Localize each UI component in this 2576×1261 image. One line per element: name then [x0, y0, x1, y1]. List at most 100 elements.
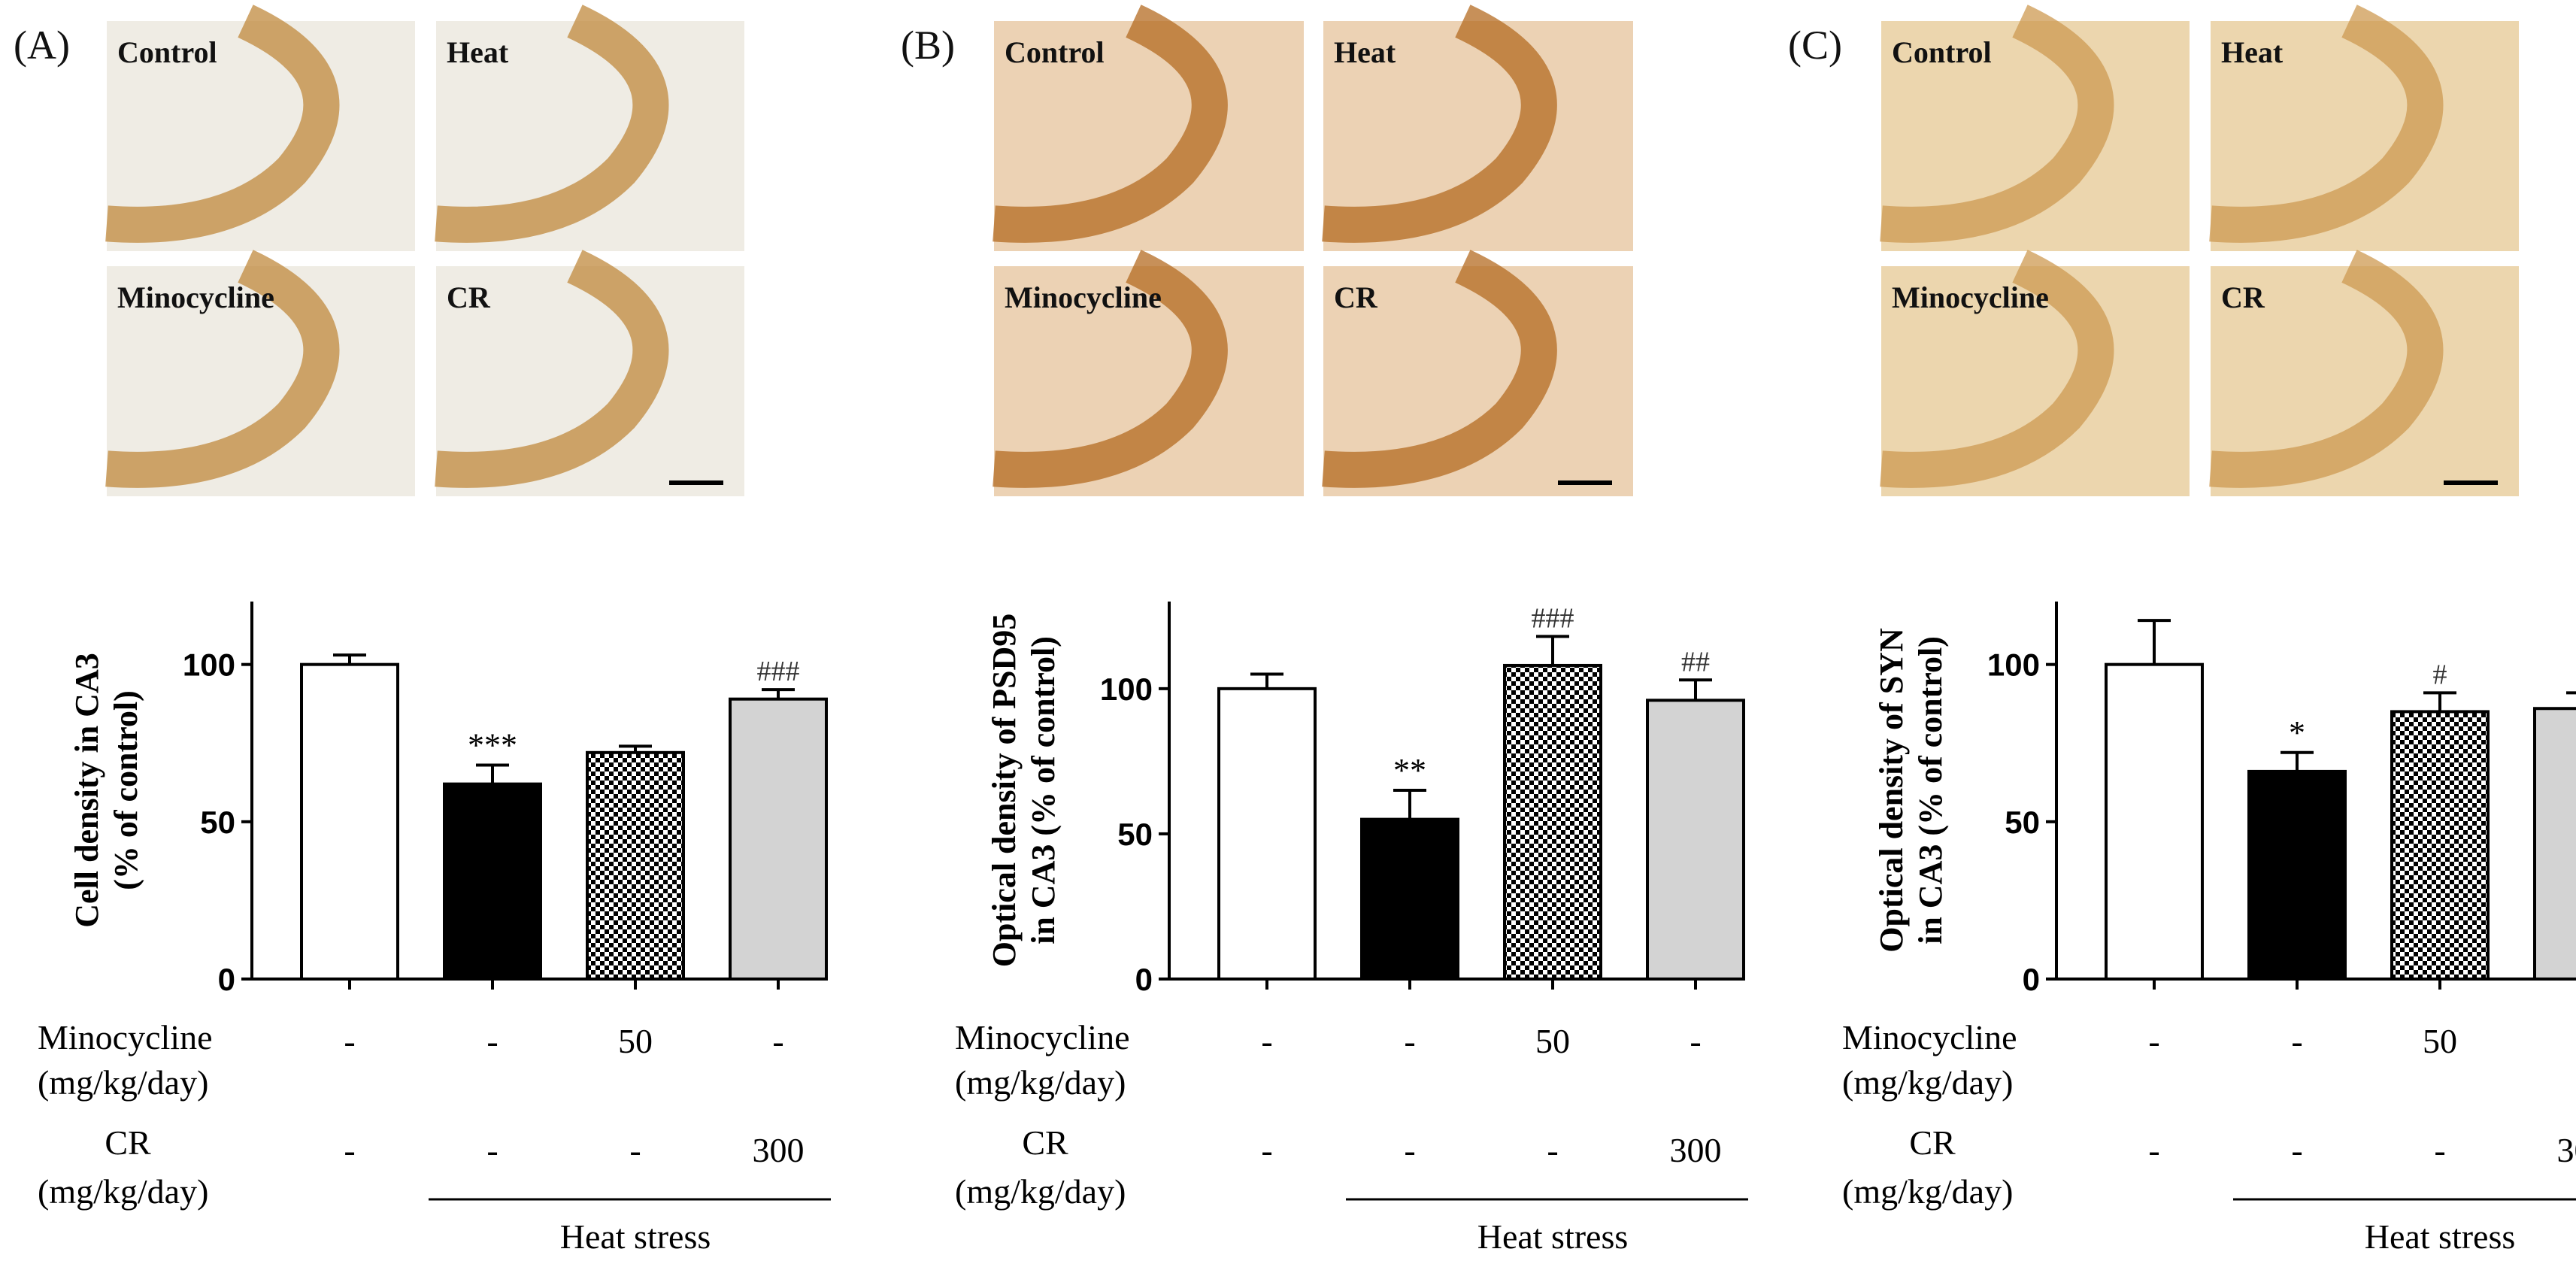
cr-unit: (mg/kg/day) — [38, 1172, 208, 1211]
minocycline-unit: (mg/kg/day) — [1842, 1063, 2013, 1102]
minocycline-value: - — [2291, 1022, 2302, 1060]
minocycline-label: Minocycline — [38, 1018, 213, 1056]
minocycline-value: - — [486, 1022, 498, 1060]
cr-label: CR — [1909, 1123, 1956, 1162]
cr-value: 300 — [753, 1131, 805, 1169]
stained-cell-layer — [993, 5, 1228, 243]
micrograph-label: Minocycline — [117, 280, 274, 314]
micrograph-control: Control — [105, 5, 415, 251]
y-axis-label-line: Cell density in CA3 — [68, 653, 105, 927]
cr-label: CR — [105, 1123, 151, 1162]
cr-value: - — [486, 1131, 498, 1169]
y-tick-label: 0 — [218, 962, 235, 997]
y-axis-label: Cell density in CA3 (% of control) — [68, 653, 144, 927]
significance-label: * — [2289, 714, 2305, 751]
y-tick-label: 50 — [2005, 805, 2040, 840]
minocycline-value: - — [772, 1022, 783, 1060]
y-tick-label: 100 — [1100, 671, 1153, 707]
stained-cell-layer — [435, 5, 669, 243]
minocycline-value: 50 — [618, 1022, 653, 1060]
stained-cell-layer — [1880, 5, 2114, 243]
micrograph-minocycline: Minocycline — [1880, 250, 2190, 496]
y-tick-label: 0 — [1135, 962, 1153, 997]
stained-cell-layer — [2209, 250, 2444, 488]
significance-label: ### — [1532, 602, 1574, 634]
micrograph-label: Control — [1005, 35, 1105, 69]
y-axis-label-line: (% of control) — [108, 690, 144, 890]
micrograph-label: Heat — [2221, 35, 2284, 69]
minocycline-value: - — [344, 1022, 355, 1060]
micrographs: (A) Control Heat Minocycline CR (B) Control Hea… — [14, 5, 2519, 496]
cr-value: - — [344, 1131, 355, 1169]
minocycline-value: - — [1261, 1022, 1272, 1060]
cr-value: - — [1261, 1131, 1272, 1169]
y-tick-label: 50 — [1117, 817, 1153, 852]
significance-label: ### — [757, 656, 800, 687]
micrograph-cr: CR — [2209, 250, 2519, 496]
heat-stress-label: Heat stress — [1477, 1217, 1629, 1256]
micrograph-cr: CR — [435, 250, 744, 496]
minocycline-unit: (mg/kg/day) — [955, 1063, 1126, 1102]
cr-unit: (mg/kg/day) — [955, 1172, 1126, 1211]
cr-label: CR — [1022, 1123, 1068, 1162]
bar-2 — [443, 782, 542, 981]
bar-2 — [1360, 817, 1459, 981]
stained-cell-layer — [105, 5, 340, 243]
panel-letter: (A) — [14, 23, 70, 68]
significance-label: *** — [468, 727, 517, 764]
significance-label: # — [2433, 659, 2447, 690]
cr-value: - — [2434, 1131, 2445, 1169]
heat-stress-label: Heat stress — [560, 1217, 711, 1256]
micrograph-label: Heat — [1334, 35, 1396, 69]
panel-letter: (C) — [1788, 23, 1842, 68]
bar-3 — [586, 750, 685, 981]
bar-4 — [729, 697, 828, 981]
cr-value: - — [629, 1131, 641, 1169]
micrograph-label: CR — [2221, 280, 2265, 314]
minocycline-label: Minocycline — [955, 1018, 1130, 1056]
bar-4 — [1646, 699, 1745, 981]
micrograph-control: Control — [1880, 5, 2190, 251]
minocycline-value: - — [2148, 1022, 2159, 1060]
minocycline-value: - — [1690, 1022, 1701, 1060]
treatment-table: Minocycline (mg/kg/day) CR (mg/kg/day) - - - - 5… — [38, 1018, 2576, 1256]
heat-stress-label: Heat stress — [2365, 1217, 2516, 1256]
y-axis-label-line: in CA3 (% of control) — [1025, 636, 1062, 944]
stained-cell-layer — [1322, 250, 1557, 488]
minocycline-value: 50 — [1535, 1022, 1570, 1060]
micrograph-heat: Heat — [2209, 5, 2519, 251]
treatment-table-a: Minocycline (mg/kg/day) CR (mg/kg/day) - - - - 5… — [38, 1018, 831, 1256]
minocycline-unit: (mg/kg/day) — [38, 1063, 208, 1102]
charts: 0 50 100 Cell density in CA3 (% of control) *… — [68, 602, 2576, 997]
micrograph-cr: CR — [1322, 250, 1633, 496]
stained-cell-layer — [993, 250, 1228, 488]
micrograph-label: Heat — [447, 35, 509, 69]
significance-label: ** — [1393, 752, 1426, 789]
bar-chart-b: 0 50 100 Optical density of PSD95 in CA3 (% … — [986, 602, 1745, 997]
bar-1 — [1217, 687, 1317, 981]
treatment-table-c: Minocycline (mg/kg/day) CR (mg/kg/day) - - - - 5… — [1842, 1018, 2576, 1256]
micrograph-label: Minocycline — [1005, 280, 1162, 314]
micrograph-minocycline: Minocycline — [993, 250, 1304, 496]
stained-cell-layer — [435, 250, 669, 488]
micrograph-label: Control — [1892, 35, 1992, 69]
micrograph-label: CR — [447, 280, 491, 314]
cr-unit: (mg/kg/day) — [1842, 1172, 2013, 1211]
y-tick-label: 0 — [2023, 962, 2040, 997]
stained-cell-layer — [1880, 250, 2114, 488]
stained-cell-layer — [105, 250, 340, 488]
cr-value: - — [1547, 1131, 1558, 1169]
y-axis-label: Optical density of SYN in CA3 (% of contr… — [1873, 628, 1949, 953]
y-axis-label-line: in CA3 (% of control) — [1912, 636, 1949, 944]
y-tick-label: 100 — [183, 647, 235, 683]
micrograph-minocycline: Minocycline — [105, 250, 415, 496]
bar-1 — [300, 662, 399, 981]
bar-1 — [2105, 662, 2204, 981]
stained-cell-layer — [2209, 5, 2444, 243]
micrograph-heat: Heat — [1322, 5, 1633, 251]
minocycline-value: - — [1404, 1022, 1415, 1060]
y-axis-label: Optical density of PSD95 in CA3 (% of con… — [986, 614, 1062, 968]
micrograph-label: Minocycline — [1892, 280, 2049, 314]
cr-value: - — [2148, 1131, 2159, 1169]
